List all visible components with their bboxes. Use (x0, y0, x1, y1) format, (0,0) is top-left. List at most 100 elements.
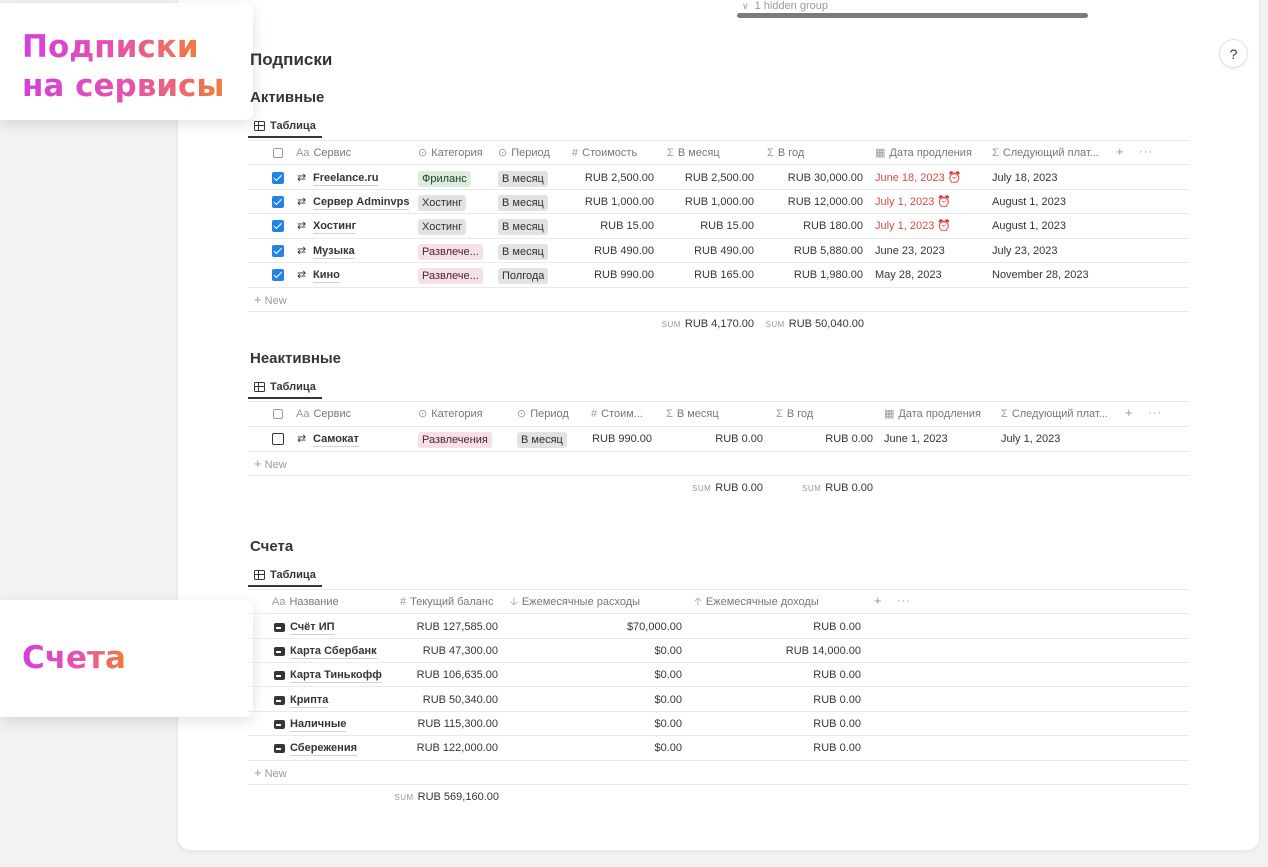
column-header-balance[interactable]: # Текущий баланс (400, 596, 494, 608)
add-property-button[interactable]: + (1125, 405, 1133, 420)
active-checkbox[interactable] (272, 172, 284, 184)
new-row-button[interactable]: + New (254, 456, 287, 472)
sum-per-year[interactable]: SUM RUB 0.00 (802, 482, 873, 494)
income-cell: RUB 0.00 (813, 694, 861, 706)
category-tag: Хостинг (418, 219, 467, 235)
account-name[interactable]: Карта Сбербанк (290, 645, 377, 659)
checkbox-column-icon (273, 409, 283, 419)
row-divider (248, 662, 1189, 663)
service-name[interactable]: Музыка (313, 245, 355, 259)
column-header-cost[interactable]: # Стоимость (572, 147, 638, 159)
expenses-cell: $70,000.00 (626, 621, 682, 633)
tab-table-active[interactable]: Таблица (248, 116, 322, 138)
divider (248, 784, 1189, 785)
more-options-button[interactable]: ··· (897, 595, 911, 607)
column-header-service[interactable]: Aa Сервис (296, 147, 352, 159)
balance-cell: RUB 122,000.00 (416, 742, 498, 754)
table-icon (254, 382, 265, 392)
add-property-button[interactable]: + (874, 593, 882, 608)
column-header-renewal[interactable]: ▦ Дата продления (875, 147, 972, 159)
column-header-category[interactable]: ⊙ Категория (418, 147, 483, 159)
account-name[interactable]: Крипта (290, 694, 329, 708)
column-header-service[interactable]: Aa Сервис (296, 408, 352, 420)
sum-balance[interactable]: SUM RUB 569,160.00 (394, 791, 499, 803)
column-header-next-payment[interactable]: Σ Следующий плат... (992, 147, 1099, 159)
tab-table-inactive[interactable]: Таблица (248, 377, 322, 399)
cost-cell: RUB 2,500.00 (584, 172, 654, 184)
column-header-category[interactable]: ⊙ Категория (418, 408, 483, 420)
active-title: Активные (250, 89, 325, 106)
active-checkbox[interactable] (272, 196, 284, 208)
divider (248, 475, 1189, 476)
sum-per-month[interactable]: SUM RUB 4,170.00 (661, 318, 754, 330)
alarm-clock-icon: ⏰ (937, 196, 952, 208)
account-name[interactable]: Сбережения (290, 742, 357, 756)
new-row-button[interactable]: + New (254, 292, 287, 308)
more-options-button[interactable]: ··· (1139, 146, 1153, 158)
renewal-date-cell: June 18, 2023 ⏰ (875, 172, 962, 184)
credit-card-icon (274, 671, 285, 680)
per-month-cell: RUB 0.00 (715, 433, 763, 445)
add-property-button[interactable]: + (1116, 144, 1124, 159)
expenses-cell: $0.00 (654, 694, 682, 706)
service-name[interactable]: Кино (313, 269, 340, 283)
column-header-income[interactable]: 🡡 Ежемесячные доходы (694, 596, 819, 608)
divider (248, 613, 1189, 614)
per-month-cell: RUB 15.00 (700, 220, 754, 232)
repeat-icon: ⇄ (297, 220, 307, 232)
service-name[interactable]: Freelance.ru (313, 172, 379, 186)
service-name[interactable]: Сервер Adminvps (313, 196, 410, 210)
text-property-icon: Aa (296, 408, 310, 420)
account-name[interactable]: Карта Тинькофф (290, 669, 382, 683)
account-name[interactable]: Счёт ИП (290, 621, 335, 635)
cost-cell: RUB 490.00 (594, 245, 654, 257)
per-year-cell: RUB 1,980.00 (793, 269, 863, 281)
balance-cell: RUB 127,585.00 (416, 621, 498, 633)
row-divider (248, 711, 1189, 712)
tab-table-accounts[interactable]: Таблица (248, 565, 322, 587)
next-payment-cell: November 28, 2023 (992, 269, 1089, 281)
period-tag: В месяц (498, 244, 548, 260)
table-icon (254, 570, 265, 580)
active-checkbox[interactable] (272, 269, 284, 281)
callout-subscriptions-line2: на сервисы (22, 68, 225, 104)
column-header-next-payment[interactable]: Σ Следующий плат... (1001, 408, 1108, 420)
row-divider (248, 287, 1189, 288)
row-divider (248, 451, 1189, 452)
divider (248, 589, 1189, 590)
renewal-date-cell: June 1, 2023 (884, 433, 948, 445)
new-row-button[interactable]: + New (254, 765, 287, 781)
callout-accounts-text: Счета (22, 640, 126, 676)
repeat-icon: ⇄ (297, 269, 307, 281)
active-checkbox[interactable] (272, 433, 284, 445)
more-options-button[interactable]: ··· (1148, 407, 1162, 419)
category-tag: Хостинг (418, 195, 467, 211)
column-header-expenses[interactable]: 🡣 Ежемесячные расходы (510, 596, 641, 608)
divider (248, 426, 1189, 427)
period-tag: В месяц (498, 195, 548, 211)
formula-property-icon: Σ (767, 147, 774, 159)
plus-icon: + (254, 765, 262, 780)
column-header-name[interactable]: Aa Название (272, 596, 339, 608)
sum-per-month[interactable]: SUM RUB 0.00 (692, 482, 763, 494)
active-checkbox[interactable] (272, 245, 284, 257)
column-header-period[interactable]: ⊙ Период (517, 408, 569, 420)
active-checkbox[interactable] (272, 220, 284, 232)
cost-cell: RUB 990.00 (592, 433, 652, 445)
help-button[interactable]: ? (1220, 40, 1247, 67)
account-name[interactable]: Наличные (290, 718, 347, 732)
service-name[interactable]: Хостинг (313, 220, 357, 234)
column-header-renewal[interactable]: ▦ Дата продления (884, 408, 981, 420)
income-cell: RUB 0.00 (813, 718, 861, 730)
hidden-group-toggle[interactable]: ∨ 1 hidden group (742, 0, 828, 12)
sum-per-year[interactable]: SUM RUB 50,040.00 (765, 318, 865, 330)
service-name[interactable]: Самокат (313, 433, 359, 447)
column-header-cost[interactable]: # Стоим... (591, 408, 643, 420)
horizontal-scrollbar[interactable] (737, 13, 1088, 18)
checkbox-column-icon (273, 148, 283, 158)
column-header-period[interactable]: ⊙ Период (498, 147, 550, 159)
